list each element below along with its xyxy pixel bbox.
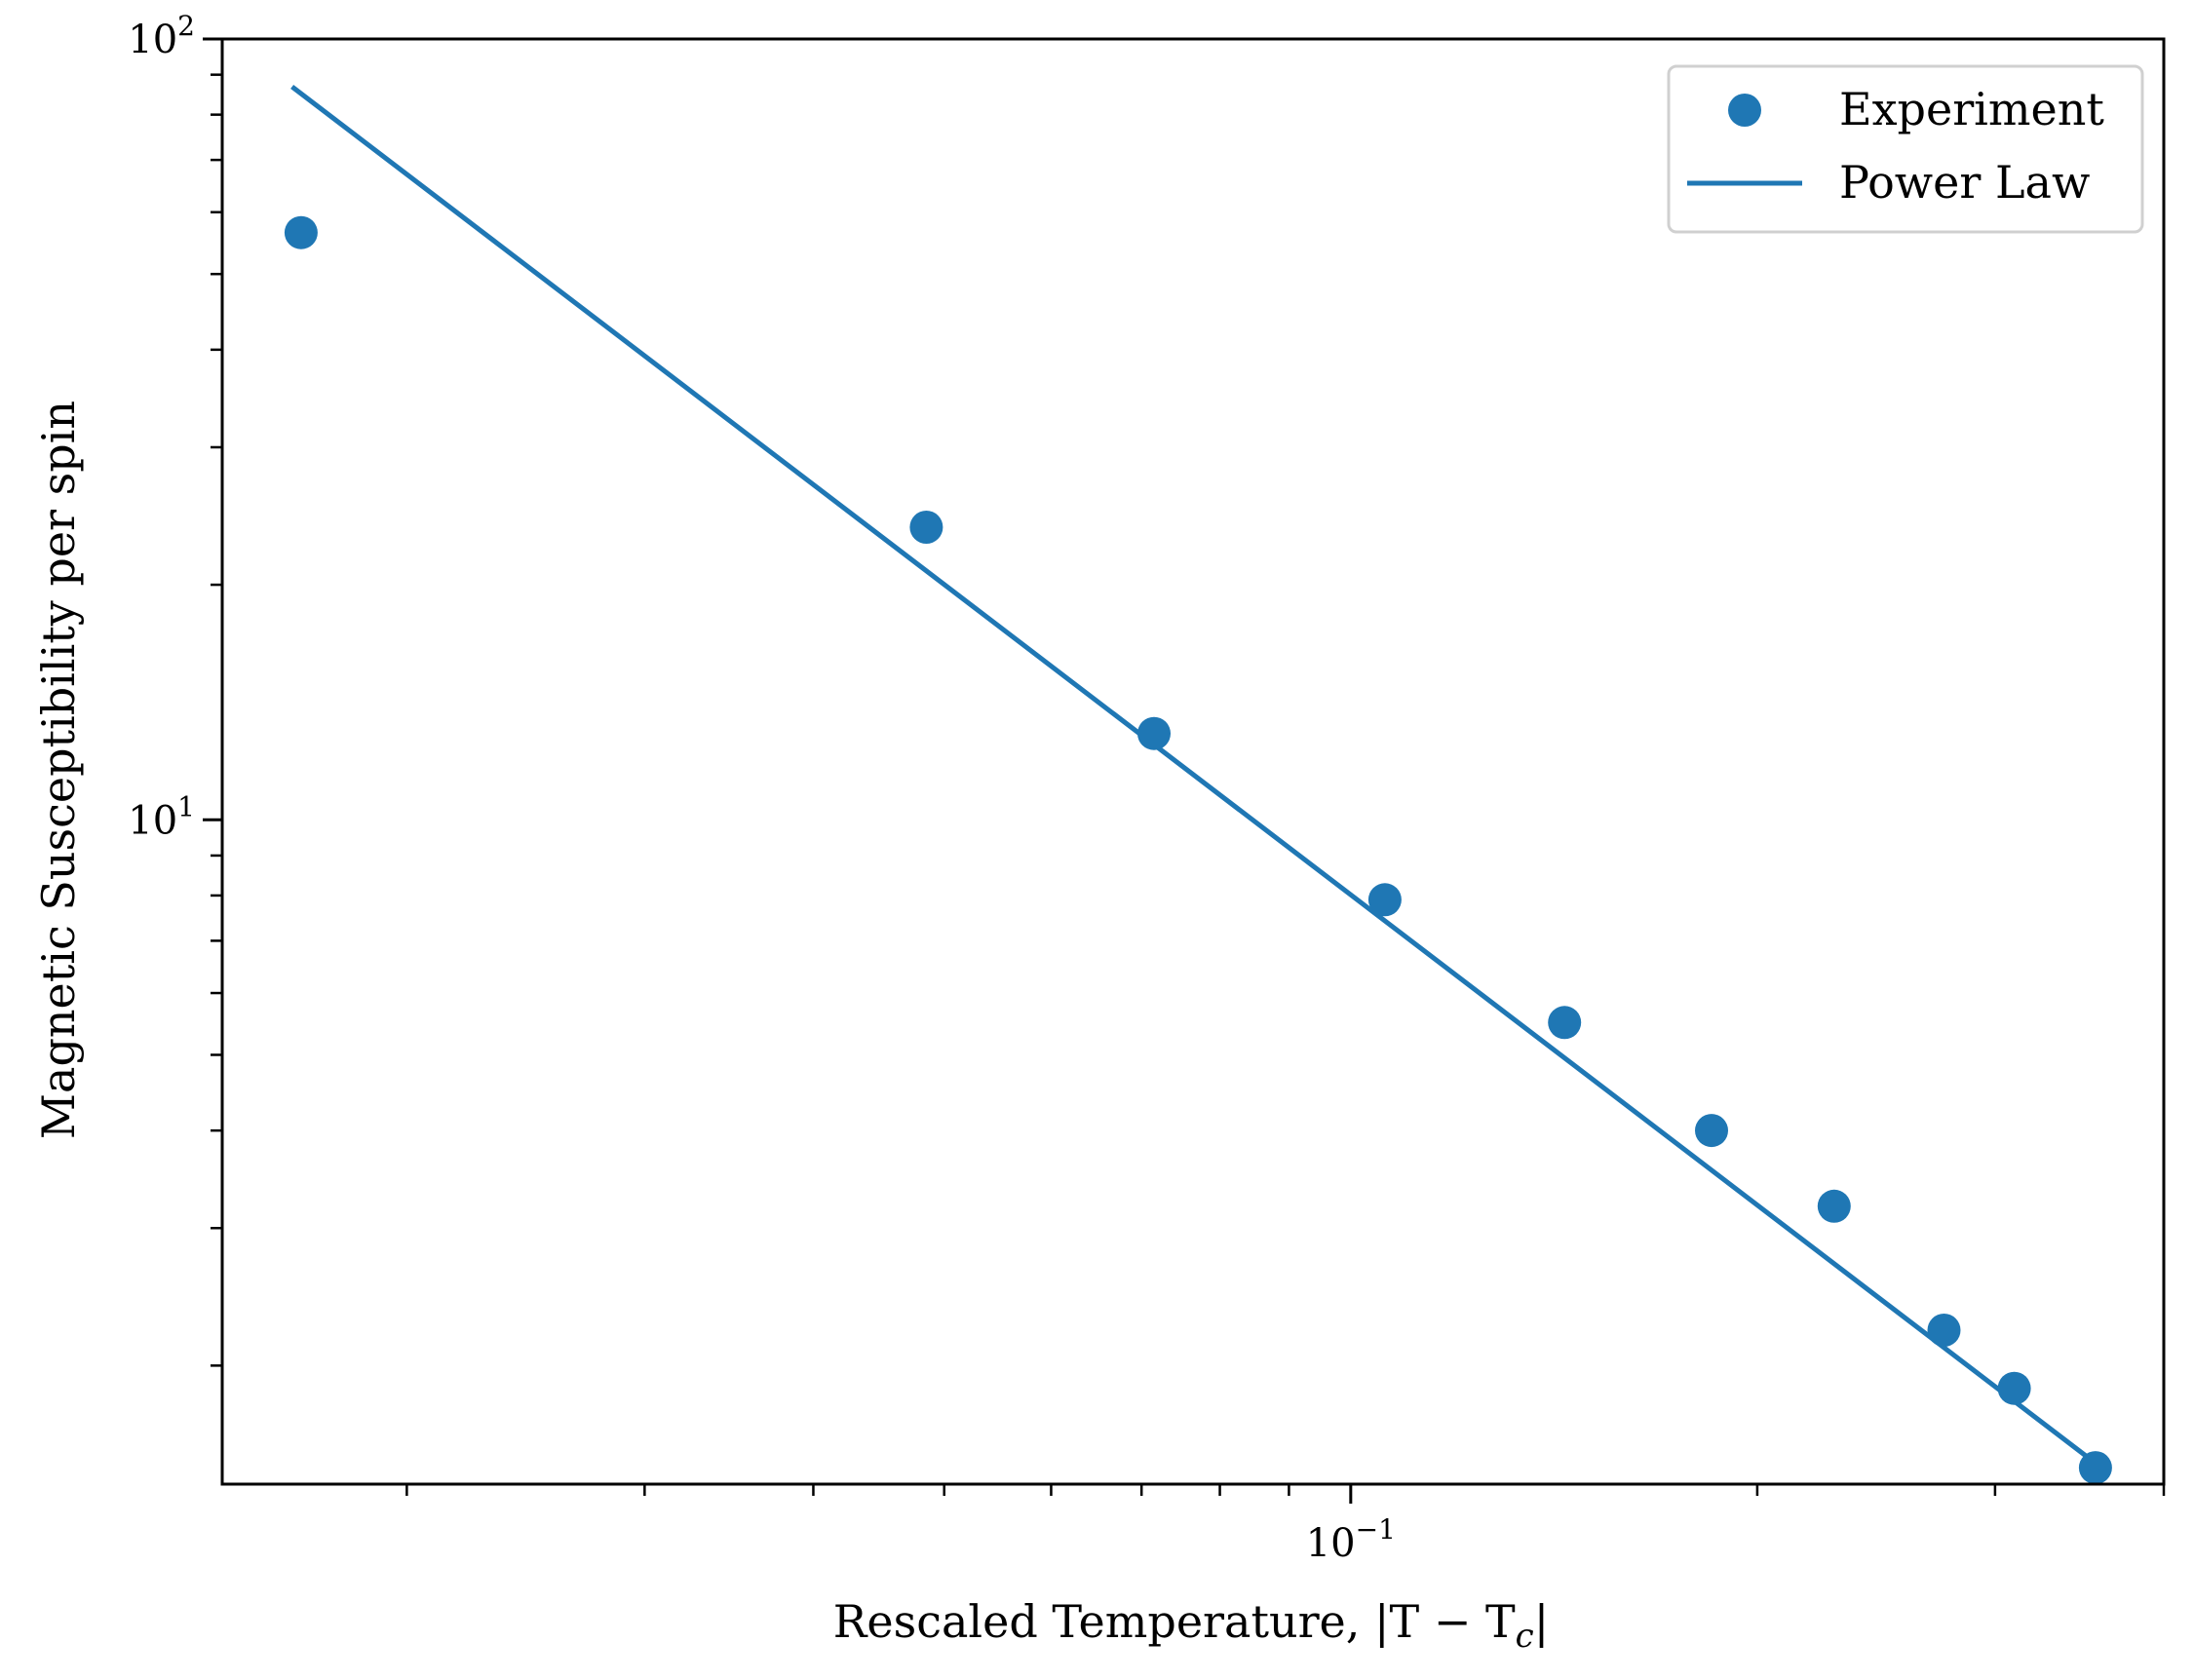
legend-marker-experiment xyxy=(1728,94,1761,127)
legend-label-experiment: Experiment xyxy=(1839,83,2104,135)
y-tick-label: 101 xyxy=(128,790,195,843)
plot-frame xyxy=(220,37,2166,1486)
y-tick-label: 102 xyxy=(128,10,195,62)
experiment-point xyxy=(909,511,943,544)
experiment-point xyxy=(1817,1189,1851,1223)
y-axis-label: Magnetic Susceptibility per spin xyxy=(32,401,85,1139)
x-tick-label-base: 10 xyxy=(1306,1521,1356,1566)
experiment-point xyxy=(1927,1314,1961,1347)
y-tick-label-base: 10 xyxy=(128,18,177,62)
plot-series xyxy=(284,84,2112,1485)
power-law-line xyxy=(290,84,2099,1468)
y-tick-label-exponent: 2 xyxy=(177,10,195,42)
experiment-point xyxy=(2078,1451,2112,1485)
experiment-point xyxy=(284,215,318,249)
experiment-point xyxy=(1137,716,1171,750)
y-tick-label-base: 10 xyxy=(128,798,177,843)
experiment-point xyxy=(1695,1114,1728,1148)
x-tick-label-exponent: −1 xyxy=(1356,1513,1396,1546)
experiment-point xyxy=(1548,1006,1582,1040)
legend-box xyxy=(1667,64,2144,234)
experiment-point xyxy=(1997,1371,2031,1405)
legend: Experiment Power Law xyxy=(1667,64,2144,234)
x-axis-label: Rescaled Temperature, |T − Tc| xyxy=(833,1595,1549,1656)
y-tick-label-exponent: 1 xyxy=(177,790,195,822)
experiment-point xyxy=(1367,883,1402,917)
x-axis-label-text: Rescaled Temperature, |T − T xyxy=(833,1595,1516,1648)
x-axis-label-subscript: c xyxy=(1516,1617,1534,1656)
legend-label-power-law: Power Law xyxy=(1839,156,2090,209)
x-tick-label: 10−1 xyxy=(1306,1513,1396,1566)
x-axis-label-end: | xyxy=(1534,1595,1550,1648)
